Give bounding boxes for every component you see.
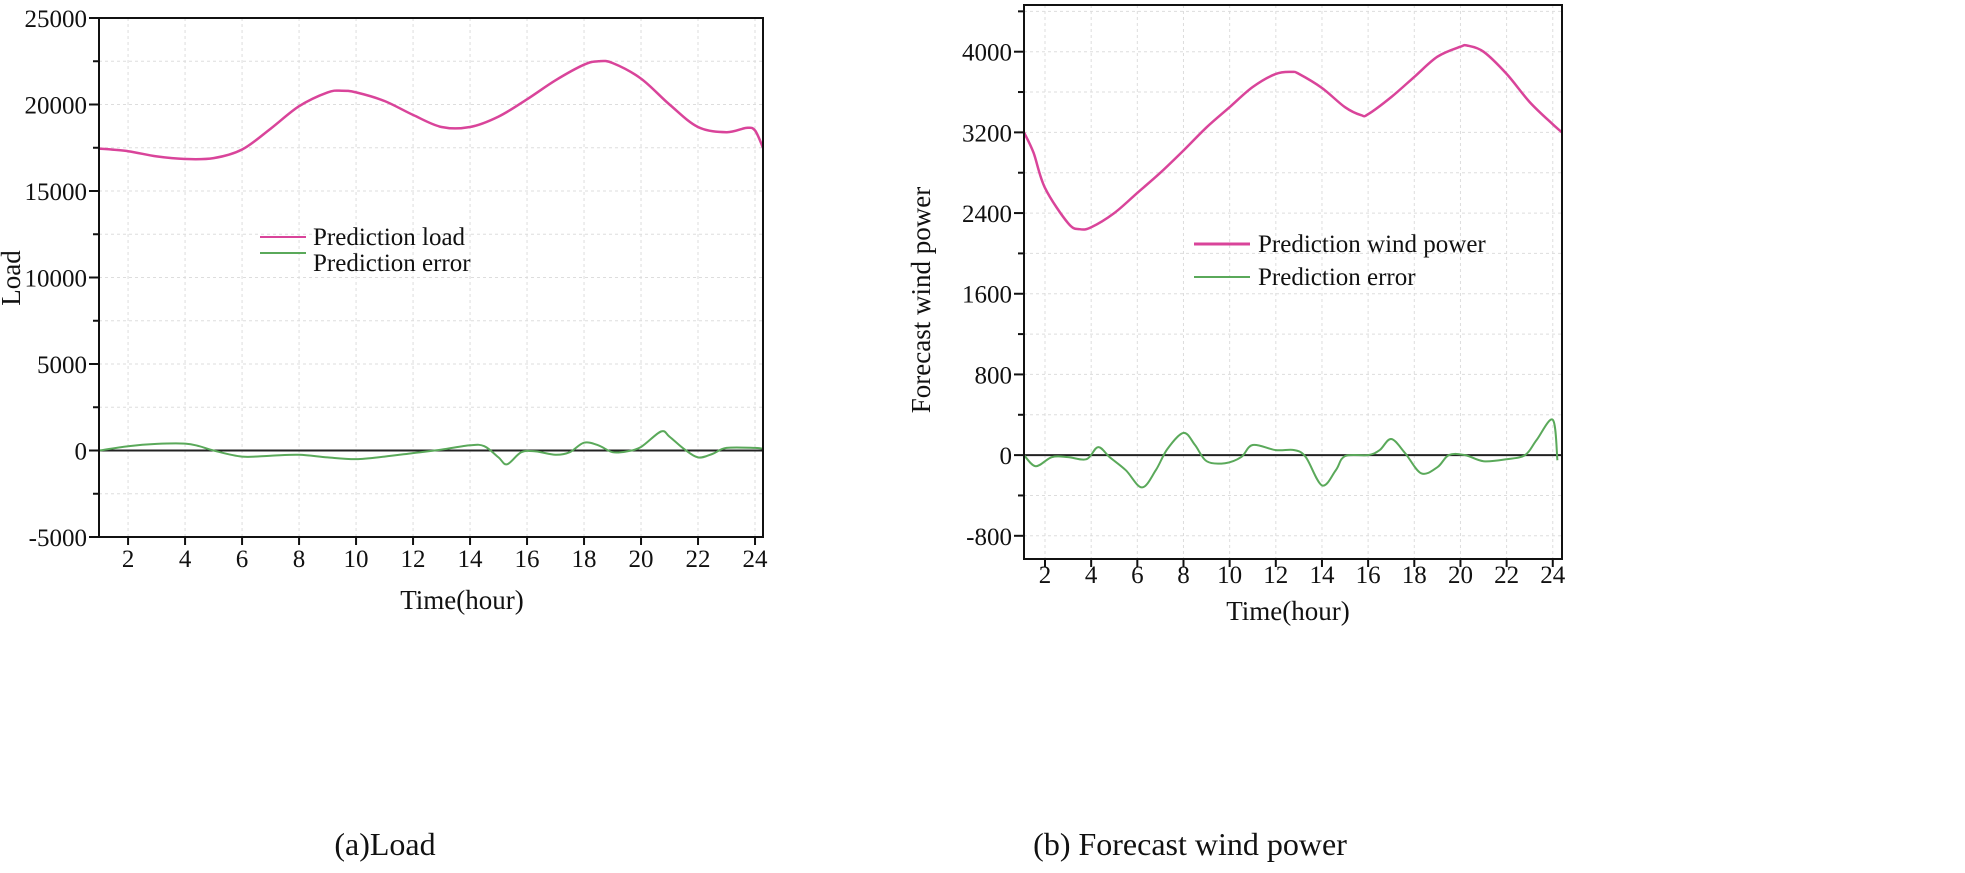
load-plot-frame xyxy=(98,17,764,538)
wind-x-tick-label: 20 xyxy=(1448,562,1473,589)
wind-y-axis-title: Forecast wind power xyxy=(906,187,936,413)
wind-plot-frame xyxy=(1023,4,1563,560)
wind-x-tick-label: 12 xyxy=(1263,562,1288,589)
load-y-tick-label: 15000 xyxy=(25,179,88,206)
wind-y-tick-label: 1600 xyxy=(962,282,1012,309)
wind-x-tick-label: 10 xyxy=(1217,562,1242,589)
wind-y-tick-label: -800 xyxy=(966,524,1012,551)
load-y-axis-title: Load xyxy=(0,250,26,306)
load-y-tick-label: 10000 xyxy=(25,266,88,293)
load-chart: 2 4 6 8 10 12 14 16 18 20 22 24-5000050001000015000… xyxy=(25,6,769,573)
load-x-tick-label: 18 xyxy=(572,546,597,573)
legend-label-prediction-error: Prediction error xyxy=(313,250,471,277)
wind-y-tick-label: 2400 xyxy=(962,201,1012,228)
load-x-tick-label: 4 xyxy=(179,546,192,573)
wind-y-tick-label: 4000 xyxy=(962,40,1012,67)
load-x-tick-label: 2 xyxy=(122,546,135,573)
wind-y-tick-label: 0 xyxy=(1000,443,1013,470)
load-series-prediction-error xyxy=(99,430,764,466)
load-x-tick-label: 6 xyxy=(236,546,249,573)
wind-y-tick-label: 800 xyxy=(975,362,1013,389)
load-y-tick-label: 25000 xyxy=(25,6,88,33)
load-x-tick-label: 10 xyxy=(344,546,369,573)
load-x-tick-label: 12 xyxy=(401,546,426,573)
load-x-tick-label: 20 xyxy=(629,546,654,573)
load-y-tick-label: 20000 xyxy=(25,93,88,120)
wind-x-tick-label: 16 xyxy=(1356,562,1381,589)
wind-series-prediction-error xyxy=(1023,418,1559,489)
load-x-tick-label: 22 xyxy=(686,546,711,573)
wind-x-axis-title: Time(hour) xyxy=(1226,596,1350,626)
load-x-tick-label: 16 xyxy=(515,546,540,573)
wind-y-tick-label: 3200 xyxy=(962,120,1012,147)
load-series-prediction-load xyxy=(99,59,765,161)
wind-x-tick-label: 6 xyxy=(1131,562,1144,589)
load-y-tick-label: 0 xyxy=(75,439,88,466)
legend-label-prediction-wind-power: Prediction wind power xyxy=(1258,231,1486,258)
wind-caption: (b) Forecast wind power xyxy=(1033,826,1347,862)
wind-x-tick-label: 8 xyxy=(1177,562,1190,589)
wind-x-tick-label: 4 xyxy=(1085,562,1098,589)
load-x-tick-label: 14 xyxy=(458,546,484,573)
load-caption: (a)Load xyxy=(334,826,435,862)
load-x-tick-label: 8 xyxy=(293,546,306,573)
load-y-tick-label: -5000 xyxy=(29,525,87,552)
load-x-tick-label: 24 xyxy=(743,546,769,573)
wind-x-tick-label: 2 xyxy=(1039,562,1052,589)
load-x-axis-title: Time(hour) xyxy=(400,585,524,615)
legend-label-prediction-load: Prediction load xyxy=(313,224,466,251)
wind-x-tick-label: 14 xyxy=(1309,562,1335,589)
wind-x-tick-label: 18 xyxy=(1402,562,1427,589)
wind-power-chart: 2 4 6 8 10 12 14 16 18 20 22 24-8000800160024003200… xyxy=(962,4,1566,589)
wind-series-prediction-wind-power xyxy=(1022,43,1563,231)
legend-label-wind-prediction-error: Prediction error xyxy=(1258,264,1416,291)
wind-x-tick-label: 22 xyxy=(1494,562,1519,589)
load-y-tick-label: 5000 xyxy=(37,352,87,379)
wind-x-tick-label: 24 xyxy=(1540,562,1566,589)
